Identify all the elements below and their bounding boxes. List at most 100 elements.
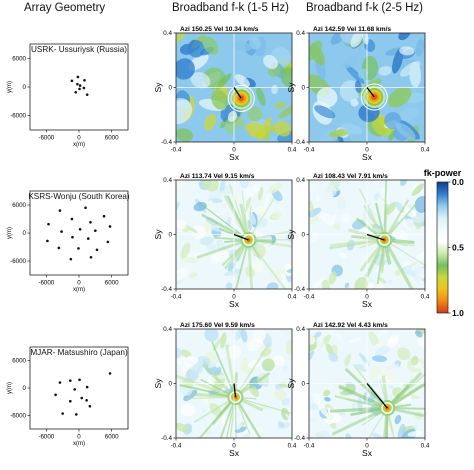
power-blob [418,268,425,279]
power-blob [310,215,319,224]
power-blob [176,99,193,125]
power-blob [350,33,364,48]
y-tick-label: 0 [168,381,172,388]
power-blob [211,89,229,110]
power-blob [406,208,417,218]
fk-panel-usrk-f-k-2-5-hz: Azi 142.59 Vel 11.68 km/s -0.4 0 0.4 0.4 0 -0.… [286,26,430,162]
power-blob [279,104,292,119]
x-tick-label: 0.4 [421,443,430,450]
power-streak [384,239,425,266]
y-axis-label: Sy [153,82,163,93]
power-blob [350,98,359,107]
power-blob [275,101,286,109]
power-streak [331,238,385,247]
power-blob [247,106,263,122]
power-blob [215,73,232,90]
heatmap [309,329,425,438]
fk-panel-ksrs-f-k-1-5-hz: Azi 113.74 Vel 9.15 km/s -0.4 0 0.4 0.4 0 -0.4… [153,173,297,309]
x-tick-label: -0.4 [171,294,182,301]
power-blob [344,353,352,366]
power-blob [261,358,275,372]
power-blob [327,180,343,192]
power-blob [204,114,217,131]
power-streak [196,238,249,259]
power-blob [371,378,383,388]
power-blob [394,269,401,276]
station-point [74,90,78,94]
x-tick-label: 0 [232,294,236,301]
power-blob [193,201,207,212]
power-streak [197,201,249,241]
y-tick-label: 0 [23,385,27,392]
power-blob [225,282,233,289]
power-streak [235,396,292,415]
power-blob [392,48,404,74]
y-tick-label: -0.4 [294,435,305,442]
y-tick-label: 0 [168,85,172,92]
slowness-arrow [366,87,375,98]
station-point [69,257,73,261]
power-blob [186,355,199,364]
power-blob [358,103,380,123]
power-blob [180,242,191,259]
power-blob [329,128,350,138]
power-streak [234,342,271,398]
power-blob [355,363,367,372]
power-blob [398,107,419,123]
power-blob [215,363,221,368]
x-tick-label: 0 [77,434,81,441]
power-blob [240,357,248,373]
y-tick-label: 6000 [12,202,26,209]
power-blob [399,46,415,56]
fk-azimuth-velocity-label: Azi 113.74 Vel 9.15 km/s [180,173,255,180]
x-tick-label: 0.4 [421,147,430,154]
power-blob [316,87,338,108]
power-blob [220,332,227,349]
power-blob [415,330,423,338]
power-blob [385,202,396,215]
power-blob [199,236,214,245]
power-blob [232,126,250,142]
power-blob [385,363,399,370]
fk-azimuth-velocity-label: Azi 150.25 Vel 10.34 km/s [180,26,259,33]
y-tick-label: -0.4 [294,286,305,293]
power-blob [176,422,190,433]
power-blob [341,55,359,69]
power-blob [371,341,386,350]
fk-panel-usrk-f-k-1-5-hz: Azi 150.25 Vel 10.34 km/s -0.4 0 0.4 0.4 0 -0.… [153,26,297,162]
power-streak [176,374,236,399]
power-blob [309,207,322,218]
power-blob [267,182,283,194]
y-tick-label: 0.4 [296,30,305,37]
station-point [47,222,50,226]
station-point [89,255,93,259]
power-contour [360,83,388,111]
power-blob [187,226,198,234]
power-blob [176,58,195,80]
power-streak [367,407,388,438]
power-blob [231,329,239,342]
power-blob [280,369,291,386]
x-axis-label: Sx [229,152,240,162]
y-tick-label: 0.4 [163,30,172,37]
power-blob [252,329,267,343]
x-axis-label: Sx [229,299,240,309]
station-point [78,227,82,231]
colorbar-tick-label: 0.5 [452,243,464,253]
y-tick-label: -6000 [10,113,26,120]
power-streak [228,183,250,241]
x-tick-label: -0.4 [171,147,182,154]
power-blob [321,279,331,289]
power-blob [328,271,337,285]
station-point [108,372,112,375]
power-blob [388,336,399,345]
array-title: USRK- Ussuriysk (Russia) [31,45,127,54]
station-point [80,396,84,400]
power-blob [244,433,251,438]
y-tick-label: 0.4 [296,177,305,184]
x-axis-label: Sx [362,299,373,309]
power-blob [176,219,187,230]
power-blob [224,269,242,277]
x-tick-label: 6000 [105,135,119,142]
x-tick-label: 0.4 [421,294,430,301]
